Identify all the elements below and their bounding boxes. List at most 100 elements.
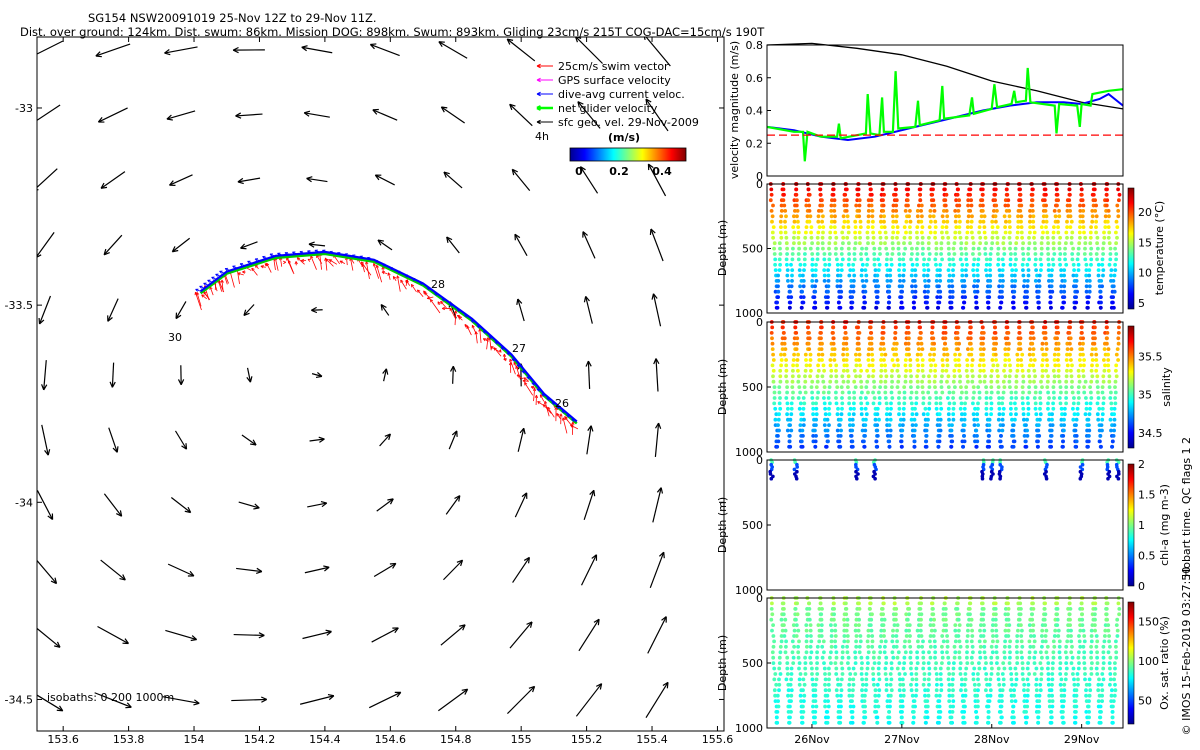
swim-vector-103 (556, 413, 561, 419)
dac-vector-52 (536, 388, 543, 392)
geo-vector-69 (446, 236, 460, 254)
dac-vector-42 (482, 330, 489, 334)
dac-vector-0 (195, 288, 201, 292)
swim-vector-95 (534, 394, 539, 406)
swim-vector-81 (493, 347, 502, 357)
geo-vector-14 (103, 234, 123, 256)
swim-vector-67 (441, 306, 451, 311)
swim-vector-23 (266, 262, 272, 273)
dac-vector-32 (411, 278, 418, 282)
dac-vector-34 (426, 287, 433, 291)
swim-vector-41 (339, 260, 346, 264)
sal-panel: 0 500 1000 34.5 35 35.5 (735, 316, 1163, 459)
swim-vector-99 (542, 404, 552, 414)
oxy-c-tick-2: 150 (1138, 616, 1159, 629)
dac-vector-11 (254, 258, 261, 262)
sal-y-tick-2: 1000 (735, 446, 763, 459)
temp-clabel: temperature (°C) (1153, 201, 1166, 295)
swim-vector-88 (515, 365, 521, 380)
dac-vector-4 (211, 276, 217, 280)
dac-vector-41 (476, 325, 483, 329)
map-x-tick-5: 154.6 (375, 733, 407, 746)
temp-ylabel: Depth (m) (716, 220, 729, 276)
swim-vector-69 (454, 310, 458, 326)
dac-vector-24 (352, 254, 358, 258)
geo-vector-34 (235, 112, 263, 119)
map-x-tick-1: 153.8 (113, 733, 145, 746)
geo-vector-36 (240, 241, 258, 250)
time-x-tick-2: 28Nov (974, 733, 1010, 746)
map-x-tick-6: 154.8 (440, 733, 472, 746)
sal-y-tick-0: 0 (756, 316, 763, 329)
map-y-tick-1: -33.5 (5, 299, 33, 312)
colorbar-tick-0-4: 0.4 (652, 165, 672, 178)
geo-vector-10 (37, 694, 64, 712)
velocity-y-tick-3: 0.6 (746, 72, 764, 85)
geo-vector-55 (369, 43, 400, 57)
geo-vector-60 (382, 368, 389, 382)
geo-vector-99 (643, 37, 671, 67)
swim-vector-93 (530, 385, 536, 390)
temp-c-tick-1: 10 (1138, 267, 1152, 280)
geo-vector-90 (579, 166, 599, 194)
geo-vector-32 (162, 696, 200, 706)
geo-vector-5 (41, 360, 48, 391)
geo-vector-75 (440, 624, 466, 646)
geo-vector-51 (307, 500, 328, 508)
temp-c-tick-3: 20 (1138, 206, 1152, 219)
geo-vector-66 (438, 41, 468, 59)
map-y-tick-3: -34.5 (5, 693, 33, 706)
dac-vector-43 (488, 336, 495, 340)
geo-vector-40 (238, 501, 260, 510)
dac-vector-21 (329, 250, 336, 254)
geo-vector-1 (37, 104, 61, 122)
swim-vector-59 (410, 283, 417, 293)
swim-vector-27 (282, 260, 287, 265)
geo-vector-83 (517, 427, 526, 452)
geo-vector-79 (511, 168, 531, 192)
swim-vector-53 (387, 272, 391, 280)
chla-panel: 0 500 1000 0 0.5 1 1.5 2 (735, 454, 1156, 597)
geo-vector-7 (37, 490, 54, 521)
swim-vector-48 (365, 261, 370, 279)
chla-ylabel: Depth (m) (716, 497, 729, 553)
swim-vector-82 (498, 349, 502, 353)
legend-label-3: net glider velocity (558, 102, 658, 115)
dac-vector-36 (441, 298, 448, 302)
dac-vector-23 (344, 253, 350, 257)
swim-vector-86 (509, 358, 516, 375)
geo-vector-47 (308, 241, 326, 248)
isobaths-label: isobaths: 0 200 1000m (47, 691, 174, 704)
geo-vector-4 (38, 295, 52, 325)
geo-vector-28 (174, 430, 188, 450)
geo-vector-44 (301, 45, 333, 54)
dac-vector-58 (566, 414, 572, 418)
geo-vector-103 (651, 293, 662, 327)
swim-vector-16 (237, 272, 244, 276)
header-line2: Dist. over ground: 124km. Dist. swum: 86… (20, 25, 765, 39)
geo-vector-39 (241, 434, 257, 446)
temp-y-tick-2: 1000 (735, 307, 763, 320)
geo-vector-11 (95, 43, 131, 58)
geo-vector-23 (166, 110, 196, 121)
geo-vector-48 (311, 306, 323, 314)
velocity-panel: 0 0.2 0.4 0.6 0.8 velocity magnitude (m/s) (728, 39, 1124, 183)
geo-vector-27 (177, 365, 185, 386)
oxy-c-tick-1: 100 (1138, 655, 1159, 668)
chla-c-tick-4: 2 (1138, 458, 1145, 471)
swim-vector-91 (522, 379, 529, 383)
dac-vector-55 (551, 401, 557, 406)
swim-vector-31 (296, 257, 305, 265)
dac-vector-30 (396, 270, 403, 274)
dac-vector-3 (207, 279, 213, 283)
geo-vector-20 (97, 625, 129, 645)
legend-label-0: 25cm/s swim vector (558, 60, 669, 73)
swim-vector-83 (502, 353, 507, 359)
dac-vector-15 (284, 252, 291, 256)
geo-vector-62 (376, 498, 394, 512)
legend-arrow-4 (536, 119, 553, 125)
oxy-y-tick-2: 1000 (735, 722, 763, 735)
dac-vector-8 (232, 265, 238, 269)
dac-vector-17 (299, 250, 306, 254)
